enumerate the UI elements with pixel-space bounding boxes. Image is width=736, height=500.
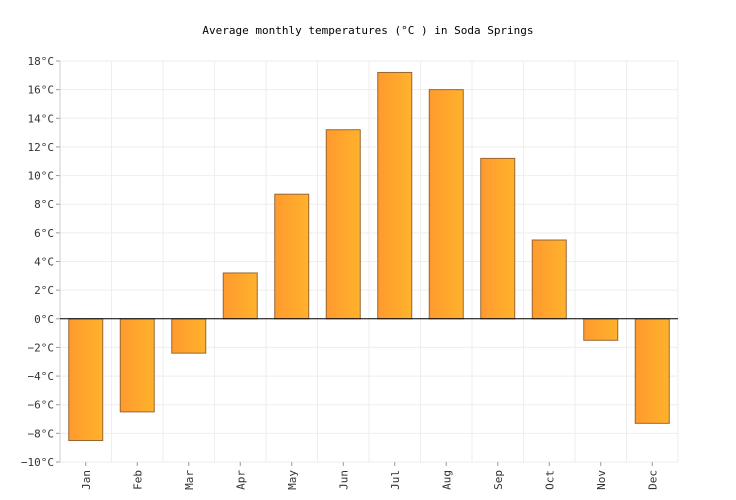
y-tick-label: 18°C bbox=[28, 55, 55, 68]
y-tick-label: 2°C bbox=[34, 284, 54, 297]
y-tick-label: −6°C bbox=[28, 399, 55, 412]
bar-jun bbox=[325, 129, 361, 320]
x-tick-label-may: May bbox=[286, 470, 299, 490]
x-tick-label-aug: Aug bbox=[440, 470, 453, 490]
bar-may bbox=[274, 193, 310, 320]
bar-nov bbox=[583, 318, 619, 341]
bar-feb bbox=[119, 318, 155, 413]
x-tick-label-jan: Jan bbox=[80, 470, 93, 490]
bar-oct bbox=[531, 239, 567, 320]
x-tick-label-mar: Mar bbox=[183, 470, 196, 490]
bar-sep bbox=[480, 157, 516, 320]
bar-apr bbox=[222, 272, 258, 320]
x-tick-label-apr: Apr bbox=[234, 470, 247, 490]
bar-jul bbox=[377, 71, 413, 320]
y-tick-label: 6°C bbox=[34, 227, 54, 240]
y-tick-label: −4°C bbox=[28, 370, 55, 383]
chart-title: Average monthly temperatures (°C ) in So… bbox=[202, 24, 534, 37]
y-tick-label: −10°C bbox=[21, 456, 54, 469]
y-tick-label: 10°C bbox=[28, 170, 55, 183]
x-tick-label-oct: Oct bbox=[543, 470, 556, 490]
bars bbox=[68, 71, 670, 442]
y-tick-label: 12°C bbox=[28, 141, 55, 154]
bar-aug bbox=[428, 89, 464, 320]
x-tick-label-sep: Sep bbox=[492, 470, 505, 490]
x-tick-label-nov: Nov bbox=[595, 470, 608, 490]
bar-mar bbox=[171, 318, 207, 354]
bar-jan bbox=[68, 318, 104, 442]
bar-dec bbox=[634, 318, 670, 424]
x-tick-label-jul: Jul bbox=[389, 470, 402, 490]
y-tick-label: −8°C bbox=[28, 427, 55, 440]
y-tick-label: 0°C bbox=[34, 313, 54, 326]
y-tick-label: 4°C bbox=[34, 256, 54, 269]
x-tick-label-feb: Feb bbox=[131, 470, 144, 490]
axes: 18°C 16°C 14°C 12°C 10°C 8°C 6°C 4°C 2°C 0°C −2°C −… bbox=[21, 55, 678, 490]
x-tick-label-jun: Jun bbox=[337, 470, 350, 490]
y-tick-label: −2°C bbox=[28, 341, 55, 354]
x-tick-label-dec: Dec bbox=[646, 470, 659, 490]
y-tick-label: 16°C bbox=[28, 84, 55, 97]
y-tick-label: 14°C bbox=[28, 112, 55, 125]
y-tick-label: 8°C bbox=[34, 198, 54, 211]
